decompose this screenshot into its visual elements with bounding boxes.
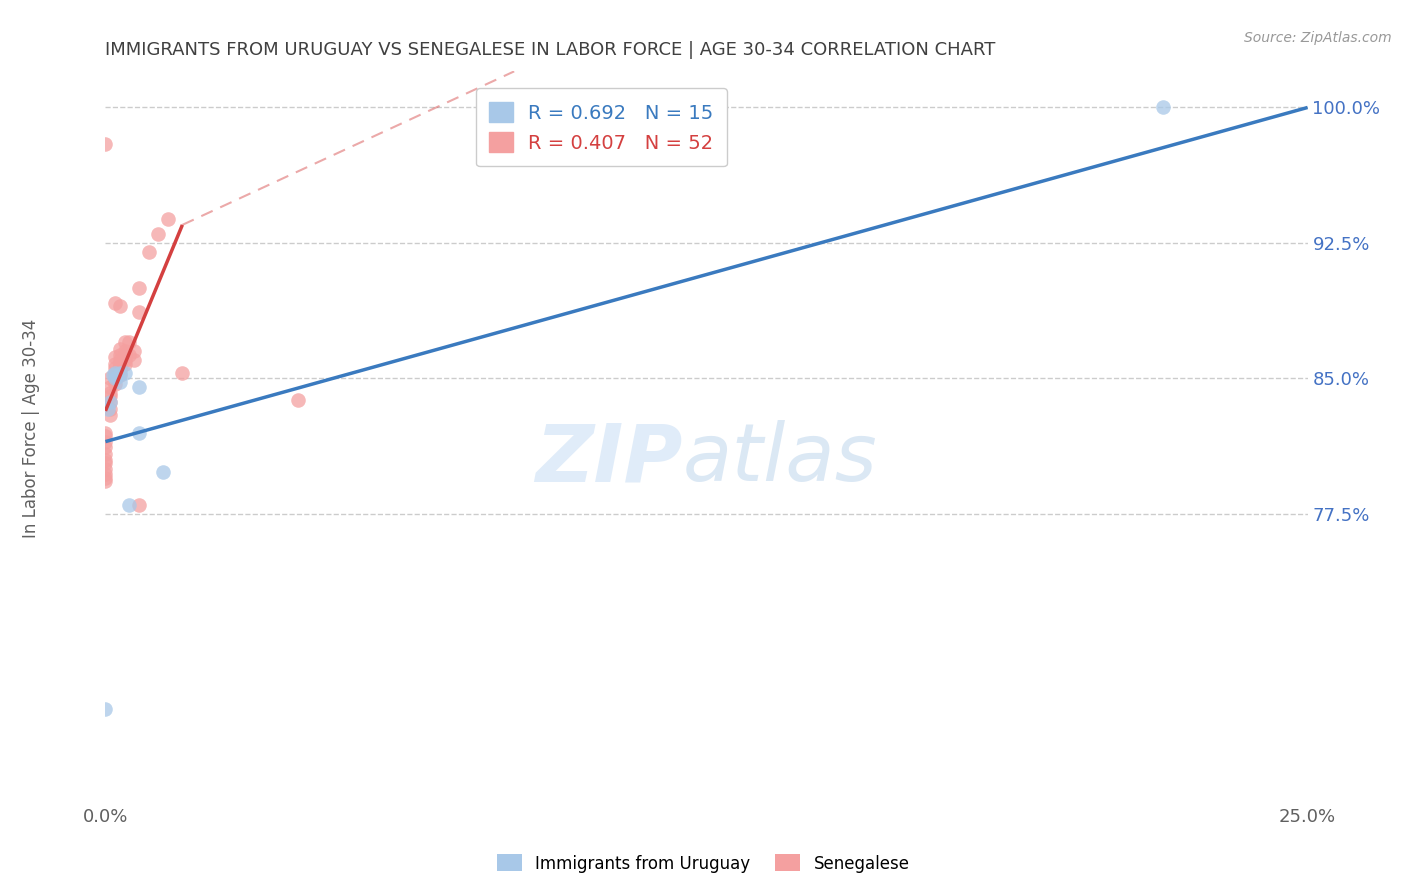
Point (98, 402, 121, 417)
Point (114, 366, 136, 380)
Point (98, 395, 121, 409)
Point (94, 702, 117, 716)
Point (104, 360, 127, 375)
Point (94, 447, 117, 461)
Point (114, 335, 136, 350)
Point (94, 429, 117, 443)
Text: atlas: atlas (682, 420, 877, 498)
Point (108, 299, 131, 313)
Point (94, 461, 117, 475)
Point (98, 395, 121, 409)
Point (1152, 100, 1174, 114)
Text: IMMIGRANTS FROM URUGUAY VS SENEGALESE IN LABOR FORCE | AGE 30-34 CORRELATION CHA: IMMIGRANTS FROM URUGUAY VS SENEGALESE IN… (105, 41, 995, 59)
Point (156, 212, 179, 227)
Point (108, 360, 131, 375)
Point (128, 425, 150, 440)
Point (118, 348, 141, 362)
Point (114, 344, 136, 359)
Point (152, 465, 174, 479)
Point (94, 136, 117, 151)
Point (94, 467, 117, 482)
Point (94, 434, 117, 449)
Point (94, 452, 117, 467)
Point (124, 353, 146, 368)
Point (97, 402, 120, 417)
Point (104, 357, 127, 371)
Point (114, 348, 136, 362)
Point (104, 366, 127, 380)
Point (94, 471, 117, 485)
Point (108, 357, 131, 371)
Point (108, 353, 131, 368)
Point (101, 368, 124, 382)
Point (98, 408, 121, 422)
Point (138, 244, 160, 259)
Point (104, 350, 127, 364)
Point (108, 348, 131, 362)
Point (104, 371, 127, 385)
Point (114, 357, 136, 371)
Point (94, 425, 117, 440)
Point (128, 380, 150, 394)
Point (98, 385, 121, 400)
Text: Source: ZipAtlas.com: Source: ZipAtlas.com (1244, 31, 1392, 45)
Point (94, 475, 117, 489)
Point (128, 498, 150, 512)
Point (118, 498, 141, 512)
Point (108, 366, 131, 380)
Point (104, 295, 127, 310)
Point (108, 343, 131, 357)
Point (98, 389, 121, 403)
Point (98, 371, 121, 385)
Point (98, 380, 121, 394)
Point (128, 304, 150, 318)
Text: In Labor Force | Age 30-34: In Labor Force | Age 30-34 (22, 318, 39, 538)
Point (118, 335, 141, 350)
Point (108, 375, 131, 389)
Point (94, 440, 117, 454)
Point (104, 371, 127, 385)
Point (124, 344, 146, 359)
Point (287, 392, 309, 407)
Point (107, 369, 129, 384)
Point (104, 366, 127, 380)
Point (128, 281, 150, 295)
Legend: R = 0.692   N = 15, R = 0.407   N = 52: R = 0.692 N = 15, R = 0.407 N = 52 (475, 88, 727, 167)
Legend: Immigrants from Uruguay, Senegalese: Immigrants from Uruguay, Senegalese (489, 847, 917, 880)
Point (114, 353, 136, 368)
Point (108, 362, 131, 376)
Text: ZIP: ZIP (536, 420, 682, 498)
Point (108, 359, 131, 373)
Point (94, 456, 117, 470)
Point (148, 227, 170, 241)
Point (172, 366, 194, 380)
Point (108, 368, 131, 382)
Point (104, 376, 127, 391)
